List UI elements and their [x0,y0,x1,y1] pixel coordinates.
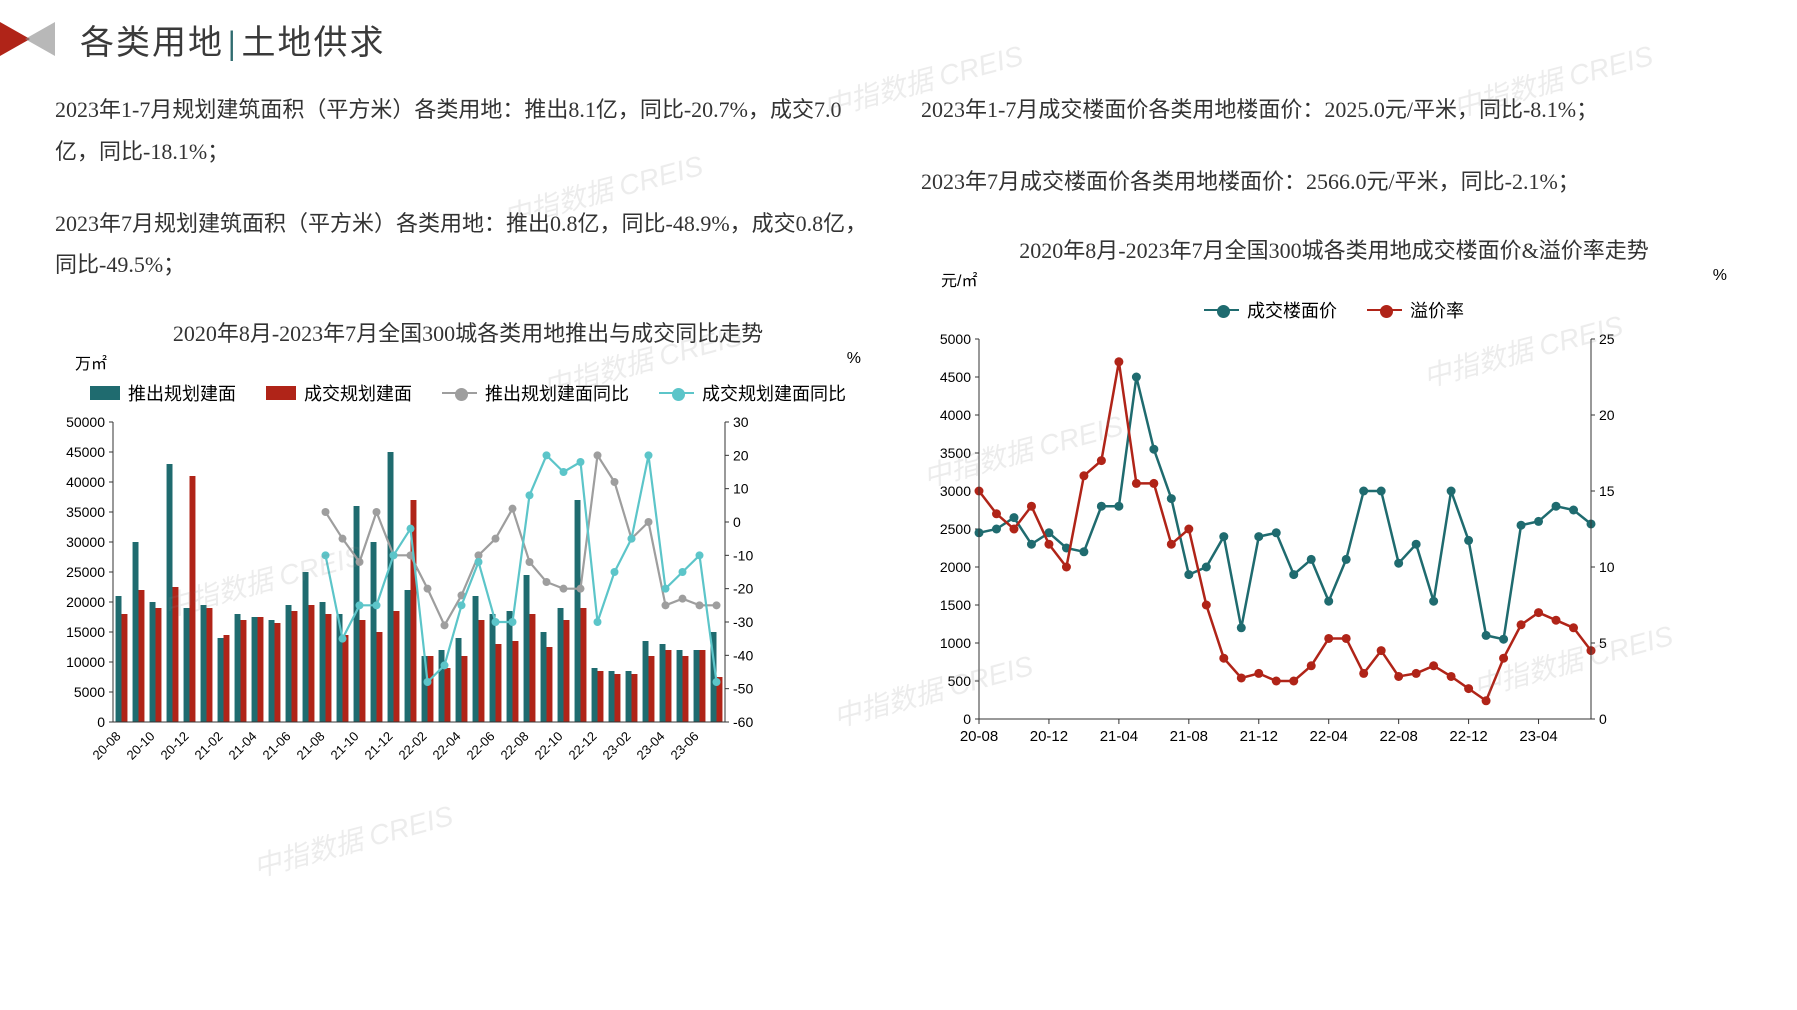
svg-text:21-12: 21-12 [1240,728,1278,745]
svg-text:22-12: 22-12 [566,729,600,763]
svg-text:-40: -40 [733,648,753,664]
svg-text:23-02: 23-02 [600,729,634,763]
svg-text:22-04: 22-04 [1310,728,1348,745]
svg-text:0: 0 [733,514,741,530]
right-column: 2023年1-7月成交楼面价各类用地楼面价：2025.0元/平米，同比-8.1%… [921,89,1747,792]
svg-text:30000: 30000 [66,534,105,550]
svg-text:50000: 50000 [66,414,105,430]
svg-text:10: 10 [733,481,749,497]
chart1-svg: 0 5000 10000 15000 20000 25000 30000 35000 40000… [55,412,775,792]
svg-text:40000: 40000 [66,474,105,490]
svg-text:25: 25 [1599,331,1615,347]
svg-text:-10: -10 [733,548,753,564]
header: 各类用地|土地供求 [0,0,1797,79]
svg-text:2500: 2500 [940,521,971,537]
svg-text:-60: -60 [733,714,753,730]
svg-text:4000: 4000 [940,407,971,423]
svg-text:21-10: 21-10 [328,729,362,763]
legend-item: 溢价率 [1367,297,1464,323]
svg-text:5000: 5000 [940,331,971,347]
chart1-title: 2020年8月-2023年7月全国300城各类用地推出与成交同比走势 [55,316,881,348]
svg-text:21-04: 21-04 [226,729,260,763]
chart2-y2-unit: % [1713,267,1727,291]
svg-text:21-06: 21-06 [260,729,294,763]
svg-text:0: 0 [1599,711,1607,727]
svg-text:22-10: 22-10 [532,729,566,763]
svg-text:21-04: 21-04 [1100,728,1138,745]
svg-text:35000: 35000 [66,504,105,520]
chart2-y1-unit: 元/㎡ [941,267,977,291]
svg-text:23-04: 23-04 [634,729,668,763]
svg-text:20-12: 20-12 [158,729,192,763]
legend-item: 成交规划建面 [266,380,412,406]
svg-text:25000: 25000 [66,564,105,580]
svg-text:30: 30 [733,414,749,430]
svg-text:21-02: 21-02 [192,729,226,763]
left-para-1: 2023年1-7月规划建筑面积（平方米）各类用地：推出8.1亿，同比-20.7%… [55,89,881,173]
svg-text:15000: 15000 [66,624,105,640]
svg-text:22-02: 22-02 [396,729,430,763]
svg-text:0: 0 [97,714,105,730]
legend-item: 成交规划建面同比 [659,380,846,406]
svg-text:45000: 45000 [66,444,105,460]
svg-text:5000: 5000 [74,684,105,700]
right-para-1: 2023年1-7月成交楼面价各类用地楼面价：2025.0元/平米，同比-8.1%… [921,89,1747,131]
svg-text:20-12: 20-12 [1030,728,1068,745]
svg-text:22-06: 22-06 [464,729,498,763]
svg-text:20000: 20000 [66,594,105,610]
chart2-svg: 0 500 1000 1500 2000 2500 3000 3500 4000 4500 5000… [921,329,1641,769]
chart2-legend: 成交楼面价 溢价率 [921,297,1747,323]
svg-text:10: 10 [1599,559,1615,575]
svg-text:23-06: 23-06 [668,729,702,763]
svg-text:20-08: 20-08 [960,728,998,745]
svg-text:1000: 1000 [940,635,971,651]
svg-text:15: 15 [1599,483,1615,499]
svg-text:10000: 10000 [66,654,105,670]
svg-text:-20: -20 [733,581,753,597]
right-para-2: 2023年7月成交楼面价各类用地楼面价：2566.0元/平米，同比-2.1%； [921,161,1747,203]
legend-item: 推出规划建面同比 [442,380,629,406]
svg-text:20-10: 20-10 [124,729,158,763]
svg-text:22-12: 22-12 [1449,728,1487,745]
page-title: 各类用地|土地供求 [80,15,386,64]
svg-text:-50: -50 [733,681,753,697]
chart1-y1-unit: 万㎡ [75,350,107,374]
chart1-y2-unit: % [847,350,861,374]
legend-item: 成交楼面价 [1204,297,1337,323]
svg-text:21-08: 21-08 [294,729,328,763]
svg-text:20: 20 [733,448,749,464]
svg-text:5: 5 [1599,635,1607,651]
svg-text:3500: 3500 [940,445,971,461]
svg-text:20-08: 20-08 [90,729,124,763]
left-column: 2023年1-7月规划建筑面积（平方米）各类用地：推出8.1亿，同比-20.7%… [55,89,881,792]
legend-item: 推出规划建面 [90,380,236,406]
chart2-title: 2020年8月-2023年7月全国300城各类用地成交楼面价&溢价率走势 [921,233,1747,265]
svg-text:2000: 2000 [940,559,971,575]
chart1-legend: 推出规划建面 成交规划建面 推出规划建面同比 成交规划建面同比 [55,380,881,406]
svg-text:3000: 3000 [940,483,971,499]
left-para-2: 2023年7月规划建筑面积（平方米）各类用地：推出0.8亿，同比-48.9%，成… [55,203,881,287]
svg-text:0: 0 [963,711,971,727]
svg-text:21-12: 21-12 [362,729,396,763]
svg-text:22-08: 22-08 [1379,728,1417,745]
svg-text:-30: -30 [733,614,753,630]
svg-text:1500: 1500 [940,597,971,613]
svg-text:4500: 4500 [940,369,971,385]
svg-text:20: 20 [1599,407,1615,423]
svg-text:21-08: 21-08 [1170,728,1208,745]
logo-icon [0,22,60,57]
watermark: 中指数据 CREIS [248,794,457,886]
svg-text:500: 500 [948,673,972,689]
svg-text:22-08: 22-08 [498,729,532,763]
svg-text:23-04: 23-04 [1519,728,1557,745]
svg-text:22-04: 22-04 [430,729,464,763]
